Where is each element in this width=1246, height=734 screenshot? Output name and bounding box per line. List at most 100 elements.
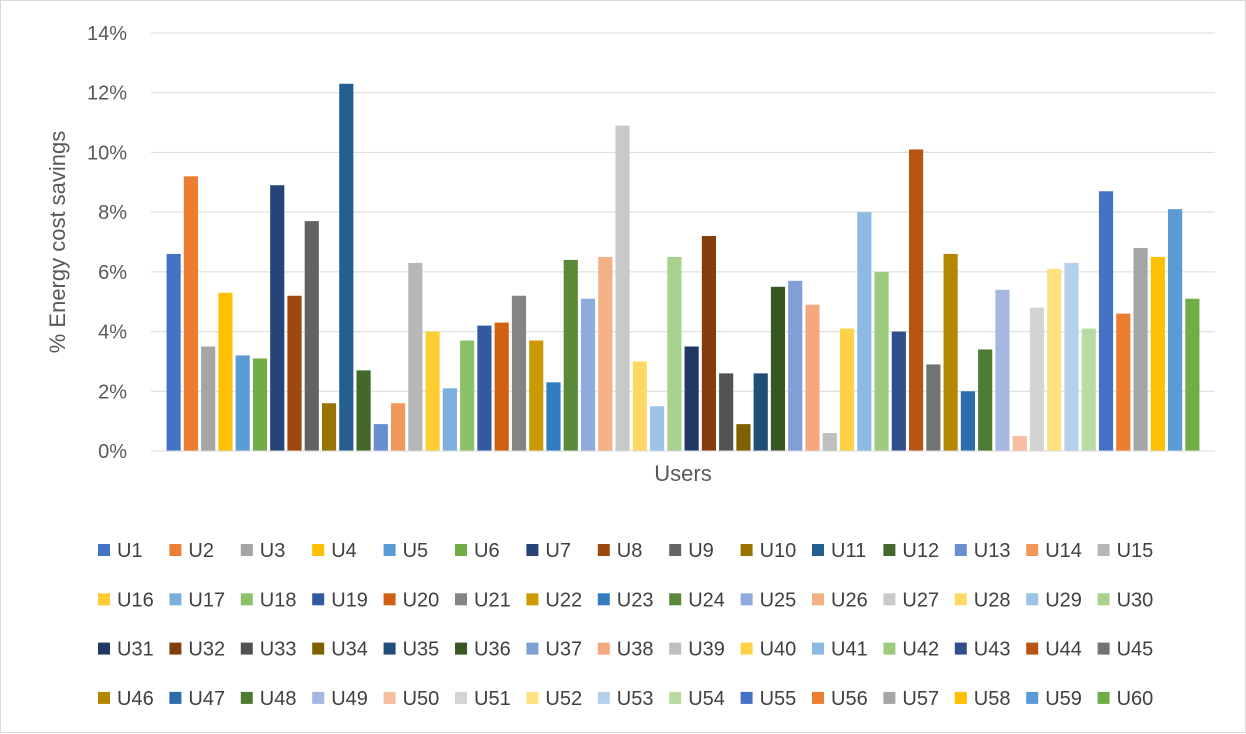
legend-label: U15: [1117, 540, 1154, 562]
legend-swatch: [883, 593, 896, 606]
legend-label: U49: [331, 688, 368, 710]
gridlines: [151, 32, 1215, 392]
legend-label: U10: [760, 540, 797, 562]
legend-label: U52: [545, 688, 582, 710]
legend-swatch: [597, 642, 610, 655]
legend-swatch: [240, 642, 253, 655]
legend-swatch: [812, 544, 824, 556]
legend-label: U53: [617, 688, 654, 710]
legend-swatch: [812, 642, 824, 655]
legend-item-u27: U27: [883, 589, 939, 611]
legend-label: U47: [188, 688, 225, 710]
legend-item-u26: U26: [812, 589, 868, 611]
legend-label: U17: [188, 589, 225, 611]
legend-item-u25: U25: [740, 589, 796, 611]
legend-swatch: [312, 544, 325, 556]
legend-item-u37: U37: [526, 639, 582, 661]
legend-swatch: [312, 642, 325, 655]
legend-item-u15: U15: [1097, 540, 1154, 562]
bar-u55: [1098, 191, 1114, 451]
legend-swatch: [740, 642, 753, 655]
bar-u11: [339, 83, 354, 451]
bar-u27: [615, 125, 630, 452]
legend-swatch: [455, 593, 467, 606]
legend-item-u31: U31: [98, 639, 154, 661]
legend-swatch: [383, 593, 396, 606]
legend-item-u14: U14: [1026, 540, 1082, 562]
legend-swatch: [169, 691, 182, 704]
legend-item-u36: U36: [455, 639, 511, 661]
legend-item-u46: U46: [98, 688, 154, 710]
legend-item-u16: U16: [98, 589, 154, 611]
legend-label: U11: [831, 540, 866, 562]
legend-item-u44: U44: [1026, 639, 1082, 661]
legend-swatch: [740, 691, 753, 704]
legend-label: U26: [831, 589, 868, 611]
legend-label: U60: [1117, 688, 1154, 710]
y-tick-label: 4%: [98, 322, 127, 344]
x-axis-title: Users: [654, 461, 711, 486]
bar-u10: [321, 403, 337, 451]
legend-label: U48: [260, 688, 297, 710]
legend-item-u24: U24: [669, 589, 725, 611]
legend-label: U56: [831, 688, 868, 710]
legend-label: U38: [617, 639, 654, 661]
legend-label: U45: [1117, 639, 1154, 661]
y-tick-label: 14%: [87, 23, 127, 45]
legend-swatch: [669, 544, 682, 556]
legend-label: U36: [474, 639, 511, 661]
legend-item-u60: U60: [1097, 688, 1154, 710]
legend-label: U9: [688, 540, 714, 562]
bar-u56: [1116, 313, 1131, 451]
legend-swatch: [812, 593, 824, 606]
legend-item-u7: U7: [526, 540, 571, 562]
bar-u46: [943, 253, 958, 451]
legend-item-u52: U52: [526, 688, 582, 710]
legend-item-u58: U58: [954, 688, 1011, 710]
bar-u22: [529, 340, 544, 451]
bar-u48: [978, 349, 993, 451]
legend-swatch: [1026, 642, 1039, 655]
legend-swatch: [1026, 593, 1039, 606]
legend-swatch: [526, 691, 539, 704]
legend-item-u57: U57: [883, 688, 939, 710]
legend-swatch: [383, 544, 396, 556]
legend-label: U29: [1045, 589, 1082, 611]
legend-label: U27: [902, 589, 939, 611]
y-axis-title: % Energy cost savings: [45, 131, 70, 354]
legend-swatch: [455, 544, 467, 556]
bar-u28: [632, 361, 647, 451]
bar-u17: [442, 388, 457, 451]
bar-u19: [477, 325, 492, 451]
bar-u26: [598, 256, 613, 451]
legend: U1 U2 U3 U4 U5 U6 U7 U8 U9 U10 U11 U12 U13 U14 U15 U16 U…: [98, 540, 1153, 710]
legend-swatch: [669, 593, 682, 606]
legend-swatch: [169, 642, 182, 655]
bar-u8: [287, 295, 302, 451]
legend-label: U18: [260, 589, 297, 611]
bar-u18: [460, 340, 475, 451]
legend-label: U22: [545, 589, 582, 611]
legend-swatch: [455, 691, 467, 704]
legend-item-u59: U59: [1026, 688, 1082, 710]
legend-swatch: [883, 691, 896, 704]
legend-item-u19: U19: [312, 589, 368, 611]
bar-u37: [788, 280, 803, 451]
legend-label: U16: [117, 589, 154, 611]
legend-swatch: [383, 691, 396, 704]
bar-u38: [805, 304, 820, 451]
legend-item-u51: U51: [455, 688, 511, 710]
legend-swatch: [954, 593, 967, 606]
y-tick-label: 8%: [98, 202, 127, 224]
legend-label: U14: [1045, 540, 1082, 562]
bar-u50: [1012, 436, 1027, 451]
legend-item-u1: U1: [98, 540, 143, 562]
legend-label: U13: [974, 540, 1011, 562]
legend-swatch: [954, 691, 967, 704]
legend-item-u54: U54: [669, 688, 725, 710]
bar-u14: [391, 403, 406, 451]
legend-item-u40: U40: [740, 639, 796, 661]
legend-item-u30: U30: [1097, 589, 1153, 611]
